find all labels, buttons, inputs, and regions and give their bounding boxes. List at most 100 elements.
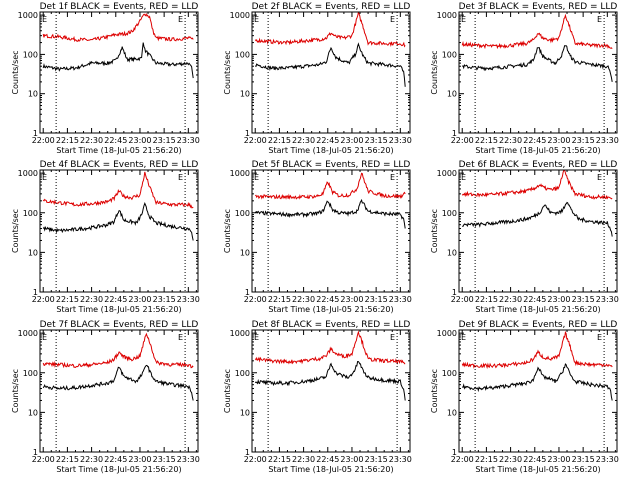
x-axis-label: Start Time (18-Jul-05 21:56:20) [56, 305, 181, 314]
x-tick-label: 23:00 [128, 455, 151, 464]
marker-label-right: E [178, 15, 183, 24]
y-tick-label: 1 [452, 288, 457, 297]
x-tick-label: 22:00 [451, 455, 474, 464]
lld-series-line [42, 171, 194, 209]
events-series-line [462, 45, 613, 82]
x-tick-label: 22:00 [451, 295, 474, 304]
y-axis-label: Counts/sec [11, 209, 20, 253]
x-tick-label: 22:30 [292, 455, 315, 464]
x-tick-label: 23:15 [153, 455, 176, 464]
events-series-line [42, 42, 194, 79]
plot-frame [458, 329, 618, 453]
x-tick-label: 23:30 [177, 136, 200, 145]
lld-series-line [42, 332, 194, 369]
marker-label-right: E [390, 15, 395, 24]
y-tick-label: 100 [23, 369, 38, 378]
lld-series-line [461, 330, 613, 369]
panel-title: Det 9f BLACK = Events, RED = LLD [459, 320, 618, 330]
x-tick-label: 22:00 [32, 455, 55, 464]
x-tick-label: 23:00 [340, 455, 363, 464]
y-axis-label: Counts/sec [223, 209, 232, 253]
lld-series-line [254, 330, 406, 365]
x-tick-label: 22:15 [268, 455, 291, 464]
x-tick-label: 22:45 [104, 295, 127, 304]
y-tick-label: 1000 [18, 11, 38, 20]
y-tick-label: 100 [235, 50, 250, 59]
y-axis-label: Counts/sec [430, 209, 439, 253]
x-tick-label: 23:30 [596, 136, 619, 145]
x-tick-label: 22:45 [316, 136, 339, 145]
panel-title: Det 5f BLACK = Events, RED = LLD [252, 160, 411, 170]
x-tick-label: 22:15 [475, 455, 498, 464]
x-tick-label: 22:00 [32, 136, 55, 145]
plot-frame [251, 11, 411, 134]
y-axis-label: Counts/sec [11, 369, 20, 413]
events-series-line [42, 202, 194, 241]
events-series-line [462, 363, 613, 401]
y-tick-label: 1 [33, 448, 38, 457]
x-axis-label: Start Time (18-Jul-05 21:56:20) [475, 465, 600, 474]
x-axis-label: Start Time (18-Jul-05 21:56:20) [56, 465, 181, 474]
x-tick-label: 22:45 [104, 455, 127, 464]
x-tick-label: 23:30 [389, 455, 412, 464]
y-tick-label: 1000 [18, 169, 38, 178]
events-series-line [254, 42, 406, 87]
y-axis-label: Counts/sec [430, 50, 439, 94]
panel-title: Det 8f BLACK = Events, RED = LLD [252, 320, 411, 330]
x-tick-label: 22:30 [292, 295, 315, 304]
y-axis-label: Counts/sec [223, 369, 232, 413]
plot-frame [458, 169, 618, 293]
x-tick-label: 23:15 [572, 295, 595, 304]
x-tick-label: 23:15 [572, 455, 595, 464]
plot-frame [39, 329, 199, 453]
y-axis-label: Counts/sec [223, 50, 232, 94]
marker-label-left: E [42, 15, 47, 24]
marker-label-left: E [461, 173, 466, 182]
y-tick-label: 1000 [437, 11, 457, 20]
events-series-line [254, 360, 406, 401]
marker-label-left: E [254, 333, 259, 342]
x-tick-label: 23:15 [365, 136, 388, 145]
x-axis-label: Start Time (18-Jul-05 21:56:20) [56, 146, 181, 155]
y-tick-label: 1000 [437, 169, 457, 178]
lld-series-line [461, 13, 613, 50]
x-tick-label: 22:00 [244, 136, 267, 145]
x-tick-label: 22:00 [451, 136, 474, 145]
marker-label-right: E [178, 333, 183, 342]
plot-frame [458, 11, 618, 134]
x-axis-label: Start Time (18-Jul-05 21:56:20) [268, 146, 393, 155]
y-tick-label: 10 [447, 248, 457, 257]
x-axis-label: Start Time (18-Jul-05 21:56:20) [268, 465, 393, 474]
marker-label-right: E [597, 173, 602, 182]
y-tick-label: 1 [452, 448, 457, 457]
y-tick-label: 100 [23, 50, 38, 59]
marker-label-right: E [597, 333, 602, 342]
marker-label-left: E [461, 333, 466, 342]
marker-label-right: E [597, 15, 602, 24]
y-tick-label: 1000 [230, 329, 250, 338]
y-tick-label: 10 [447, 408, 457, 417]
x-tick-label: 22:15 [56, 455, 79, 464]
panel-title: Det 7f BLACK = Events, RED = LLD [40, 320, 199, 330]
x-tick-label: 23:30 [177, 455, 200, 464]
y-tick-label: 1 [33, 288, 38, 297]
x-tick-label: 22:45 [316, 455, 339, 464]
x-tick-label: 22:15 [475, 295, 498, 304]
x-tick-label: 22:15 [56, 136, 79, 145]
x-tick-label: 22:45 [523, 136, 546, 145]
marker-label-left: E [461, 15, 466, 24]
x-tick-label: 23:15 [153, 136, 176, 145]
x-axis-label: Start Time (18-Jul-05 21:56:20) [475, 305, 600, 314]
events-series-line [254, 198, 406, 229]
y-tick-label: 1 [452, 129, 457, 138]
x-tick-label: 23:15 [153, 295, 176, 304]
x-tick-label: 22:30 [499, 455, 522, 464]
plot-frame [251, 329, 411, 453]
x-tick-label: 22:15 [475, 136, 498, 145]
x-tick-label: 23:15 [365, 455, 388, 464]
x-tick-label: 22:30 [499, 136, 522, 145]
y-tick-label: 1000 [437, 329, 457, 338]
